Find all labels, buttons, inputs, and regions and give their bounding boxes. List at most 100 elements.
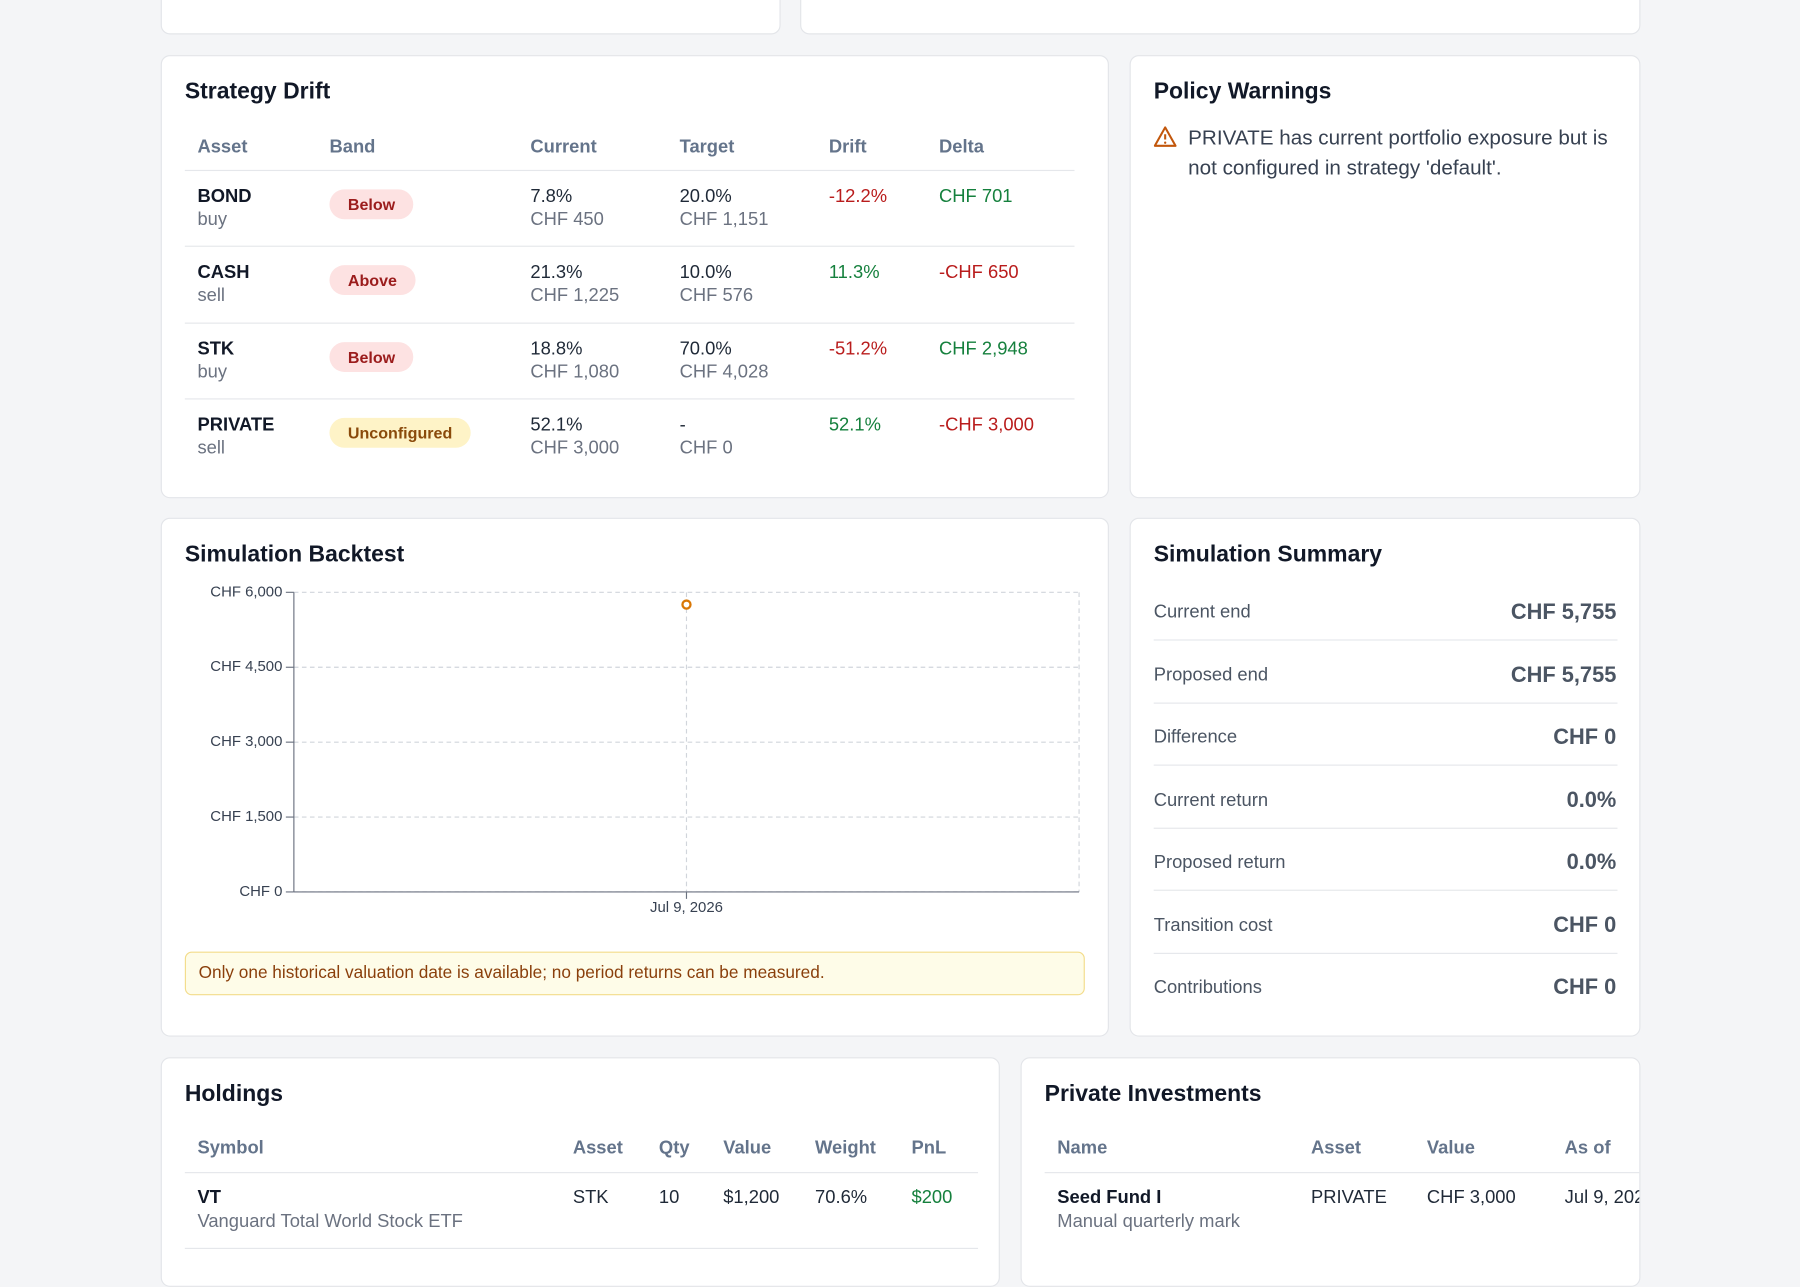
band-badge: Unconfigured	[329, 418, 471, 448]
security-name: Vanguard Total World Stock ETF	[197, 1212, 463, 1232]
summary-value: CHF 5,755	[1510, 600, 1617, 625]
column-header: Value	[723, 1138, 772, 1159]
target-value: CHF 576	[679, 286, 754, 306]
target-pct: 20.0%	[679, 187, 732, 207]
card-title: Simulation Summary	[1153, 541, 1383, 568]
delta: CHF 701	[939, 187, 1013, 207]
point	[681, 599, 692, 610]
card-title: Holdings	[184, 1081, 284, 1107]
drift: -12.2%	[828, 187, 888, 207]
private-investments-card: Private Investments Name Asset Value As of S…	[1020, 1057, 1641, 1287]
column-header: Delta	[939, 137, 984, 158]
card	[160, 0, 781, 35]
target-pct: 70.0%	[679, 339, 732, 360]
current-value: CHF 3,000	[530, 438, 620, 459]
investment-note: Manual quarterly mark	[1057, 1212, 1240, 1232]
row-divider	[1153, 639, 1618, 641]
column-header: Band	[329, 137, 376, 158]
summary-value: CHF 5,755	[1510, 662, 1617, 688]
summary-value: CHF 0	[1553, 725, 1617, 750]
column-header: Name	[1057, 1138, 1108, 1159]
column-header: As of	[1564, 1138, 1611, 1159]
y-tick-label: CHF 1,500	[210, 808, 282, 825]
current-value: CHF 1,225	[530, 286, 620, 306]
target-value: CHF 0	[679, 438, 733, 459]
summary-label: Proposed end	[1153, 665, 1269, 685]
policy-warnings-card: Policy Warnings PRIVATE has current port…	[1129, 55, 1641, 499]
action: buy	[197, 210, 228, 230]
drift: 52.1%	[828, 415, 881, 436]
chart: CHF 0 CHF 1,500 CHF 3,000 CHF 4,500 CHF 6,00…	[210, 583, 1080, 916]
y-tick-label: CHF 0	[239, 883, 282, 900]
summary-label: Current return	[1153, 790, 1269, 810]
column-header: PnL	[911, 1138, 947, 1159]
action: sell	[197, 286, 226, 306]
column-header: Target	[679, 137, 735, 158]
column-header: Asset	[197, 137, 248, 158]
target-value: CHF 1,151	[679, 210, 769, 230]
holdings-card: Holdings Symbol Asset Qty Value Weight PnL VT V…	[160, 1057, 1000, 1287]
action: buy	[197, 362, 228, 383]
column-header: Value	[1426, 1138, 1475, 1159]
asset: BOND	[197, 187, 252, 207]
column-header: Drift	[828, 137, 867, 158]
action: sell	[197, 438, 226, 459]
summary-label: Proposed return	[1153, 852, 1286, 873]
as-of: Jul 9, 2026	[1564, 1188, 1640, 1208]
asset: PRIVATE	[197, 415, 275, 436]
current-pct: 52.1%	[530, 415, 583, 436]
delta: -CHF 3,000	[939, 415, 1034, 436]
row-divider	[184, 1172, 979, 1174]
column-header: Asset	[1310, 1138, 1361, 1159]
summary-value: CHF 0	[1553, 913, 1617, 938]
drift: 11.3%	[828, 263, 880, 283]
asset: CASH	[197, 263, 250, 283]
asset: STK	[572, 1188, 609, 1208]
asset: STK	[197, 339, 235, 360]
row-divider	[1153, 827, 1618, 829]
target-pct: 10.0%	[679, 263, 732, 283]
card-title: Simulation Backtest	[184, 541, 405, 568]
row-divider	[1153, 764, 1618, 766]
y-tick-label: CHF 3,000	[210, 733, 282, 750]
card-title: Strategy Drift	[184, 79, 331, 105]
row-divider	[184, 1247, 979, 1249]
target-value: CHF 4,028	[679, 362, 769, 383]
simulation-backtest-card: Simulation Backtest CHF 0 CHF 1,500 CHF 3,…	[160, 517, 1109, 1037]
current-pct: 7.8%	[530, 187, 573, 207]
current-value: CHF 450	[530, 210, 604, 230]
row-divider	[1153, 701, 1618, 704]
drift: -51.2%	[828, 339, 888, 360]
x-tick-label: Jul 9, 2026	[650, 899, 723, 916]
column-header: Symbol	[197, 1138, 264, 1159]
current-pct: 18.8%	[530, 339, 583, 360]
pnl: $200	[911, 1188, 953, 1208]
band-badge: Below	[329, 341, 414, 372]
column-header: Asset	[572, 1138, 623, 1159]
notice: Only one historical valuation date is av…	[184, 951, 1085, 996]
row-divider	[184, 322, 1075, 324]
row-divider	[184, 169, 1075, 172]
current-pct: 21.3%	[530, 263, 583, 283]
card	[800, 0, 1641, 35]
value: CHF 3,000	[1426, 1188, 1516, 1208]
warning-icon	[1153, 126, 1177, 147]
dashboard: Strategy Drift Asset Band Current Target Dri…	[160, 0, 1641, 1287]
current-value: CHF 1,080	[530, 362, 620, 383]
band-badge: Above	[329, 265, 416, 296]
summary-value: 0.0%	[1566, 850, 1617, 875]
summary-value: 0.0%	[1566, 788, 1617, 813]
row-divider	[184, 246, 1075, 248]
row-divider	[184, 398, 1075, 400]
qty: 10	[658, 1188, 680, 1208]
summary-label: Transition cost	[1153, 915, 1273, 936]
band-badge: Below	[329, 189, 414, 220]
summary-value: CHF 0	[1553, 975, 1617, 1000]
row-divider	[1044, 1172, 1640, 1174]
delta: -CHF 650	[939, 263, 1019, 283]
y-tick-label: CHF 4,500	[210, 658, 282, 675]
asset: PRIVATE	[1310, 1188, 1387, 1208]
column-header: Current	[530, 137, 597, 158]
weight: 70.6%	[815, 1188, 868, 1208]
strategy-drift-card: Strategy Drift Asset Band Current Target Dri…	[160, 55, 1109, 499]
